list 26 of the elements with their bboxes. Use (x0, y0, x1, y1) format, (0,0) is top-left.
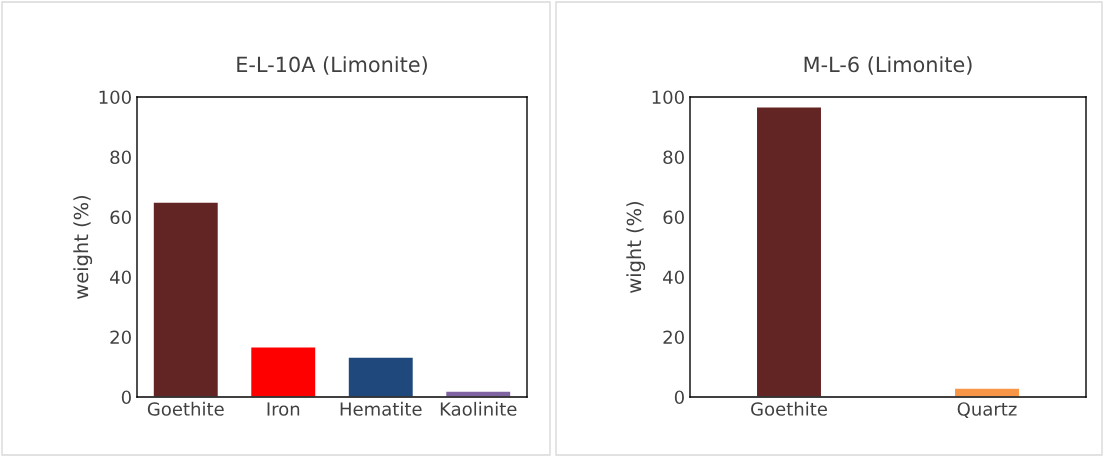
y-tick-label: 60 (110, 210, 131, 225)
chart-title: M-L-6 (Limonite) (804, 56, 972, 75)
y-tick-label: 0 (121, 390, 131, 405)
x-tick-label: Iron (267, 402, 300, 416)
y-tick-label: 60 (663, 210, 684, 225)
y-tick-label: 20 (663, 330, 684, 345)
y-tick-label: 80 (663, 150, 684, 165)
y-axis-title: wight (%) (626, 201, 646, 293)
bar (152, 201, 220, 397)
x-tick-label: Goethite (751, 401, 827, 416)
bar (347, 356, 415, 397)
x-tick-label: Hematite (340, 401, 422, 416)
y-tick-label: 40 (663, 270, 684, 285)
x-tick-label: Goethite (147, 401, 224, 416)
y-tick-label: 100 (652, 90, 684, 105)
y-tick-label: 0 (674, 390, 684, 405)
y-tick-label: 40 (110, 270, 131, 285)
y-tick-label: 100 (99, 90, 131, 105)
y-tick-label: 20 (110, 330, 131, 345)
chart-title: E-L-10A (Limonite) (237, 56, 427, 75)
bar (249, 346, 317, 397)
y-tick-label: 80 (110, 150, 131, 165)
bar (444, 390, 512, 397)
x-tick-label: Quartz (957, 402, 1017, 418)
y-axis-title: weight (%) (73, 195, 93, 299)
x-tick-label: Kaolinite (440, 401, 517, 416)
